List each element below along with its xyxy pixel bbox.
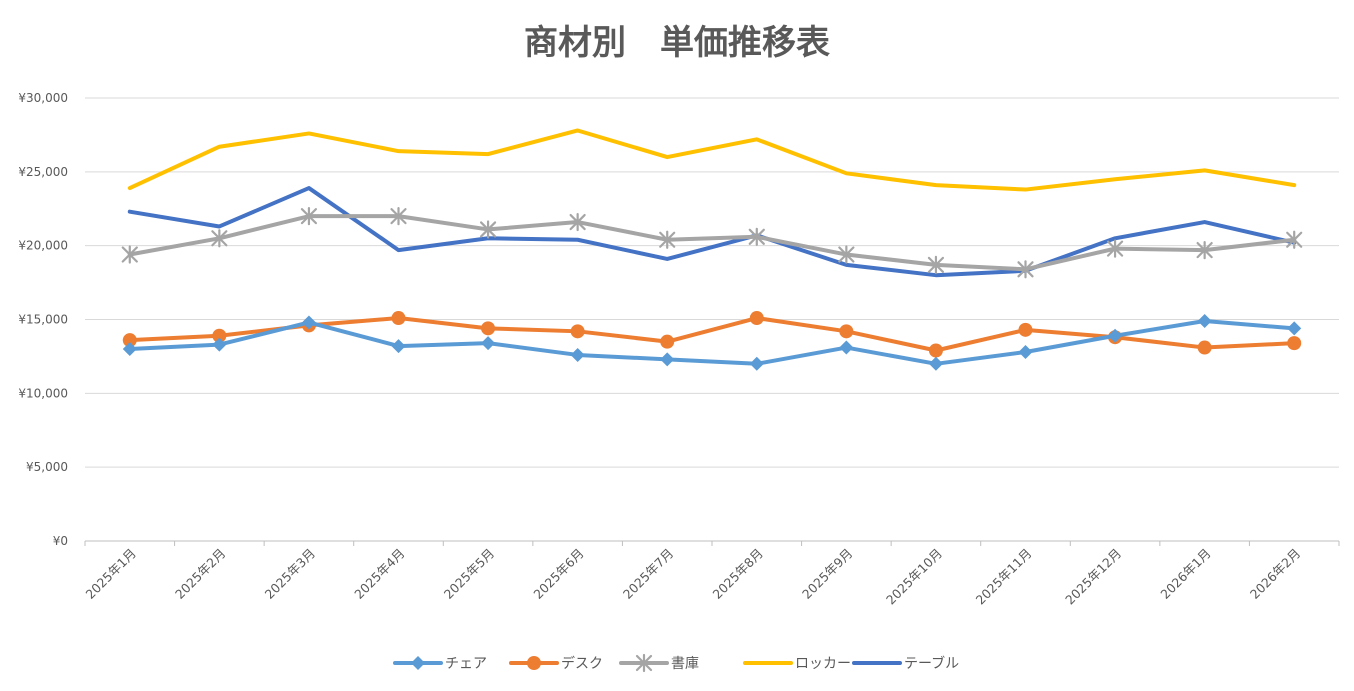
y-tick-label: ¥15,000 [18,313,68,327]
data-point [839,324,854,339]
y-tick-label: ¥30,000 [18,91,68,105]
data-point [1108,328,1123,343]
data-point [927,255,945,274]
data-point [301,315,316,330]
data-point [479,220,497,239]
data-point [1196,240,1213,260]
x-tick-label: 2025年3月 [262,546,318,602]
y-tick-label: ¥0 [53,534,68,548]
series-line [127,186,1297,278]
x-tick-label: 2025年5月 [441,546,497,602]
legend-marker [527,656,541,670]
legend-label: チェア [445,656,487,672]
data-point [121,245,138,264]
data-point [211,229,228,248]
x-tick-label: 2025年9月 [799,546,855,602]
legend-label: ロッカー [795,656,851,672]
x-tick-label: 2025年1月 [83,546,139,602]
series-テーブル [127,186,1297,278]
x-axis: 2025年1月 2025年2月 2025年3月 2025年4月 2025年5月 2025年… [83,541,1340,608]
legend-marker [635,653,653,673]
data-point [300,207,318,226]
legend-item: デスク [509,655,603,672]
data-point [1286,230,1303,249]
data-point [481,336,496,351]
data-point [660,352,675,367]
series-line [127,214,1297,272]
data-point [660,334,675,349]
data-point [1287,321,1302,336]
x-tick-label: 2026年2月 [1247,546,1303,602]
y-tick-label: ¥10,000 [18,386,68,400]
data-point [659,230,676,249]
x-tick-label: 2025年7月 [620,546,676,602]
y-axis-tick-labels: ¥0 ¥5,000 ¥10,000 ¥15,000 ¥20,000 ¥25,000 ¥30,… [18,91,68,548]
data-point [1018,322,1033,337]
legend-item: チェア [393,656,487,672]
x-tick-label: 2025年4月 [351,546,407,602]
data-point [1017,260,1034,279]
data-point [212,328,227,343]
legend-item: ロッカー [743,656,851,672]
x-tick-label: 2025年8月 [710,546,766,602]
y-tick-label: ¥5,000 [26,460,68,474]
data-point [1197,313,1212,328]
data-point [569,212,586,232]
x-tick-label: 2025年12月 [1062,546,1124,608]
data-point [748,227,765,246]
gridlines [85,97,1339,542]
data-point [1287,336,1302,351]
legend: チェア デスク 書庫 ロッカー テーブル [393,653,959,673]
series-group [121,128,1303,371]
data-point [481,321,496,336]
data-point [749,356,764,371]
data-point [838,245,855,264]
x-tick-label: 2025年6月 [530,546,586,602]
series-line [127,318,1297,366]
data-point [122,342,137,357]
data-point [570,347,585,362]
series-チェア [122,313,1302,371]
y-tick-label: ¥20,000 [18,239,68,253]
data-point [212,337,227,352]
data-point [390,207,407,226]
x-tick-label: 2026年1月 [1157,546,1213,602]
series-line [127,316,1297,353]
x-tick-label: 2025年10月 [883,546,945,608]
legend-marker [411,656,425,670]
x-tick-label: 2025年2月 [172,546,228,602]
data-point [122,333,137,348]
legend-label: 書庫 [671,655,699,672]
data-point [928,343,943,358]
data-point [391,311,406,326]
legend-label: デスク [561,655,603,672]
data-point [928,356,943,371]
data-point [1197,340,1212,355]
chart-title: 商材別 単価推移表 [524,23,830,63]
legend-item: 書庫 [619,653,699,673]
data-point [1018,344,1033,359]
data-point [570,324,585,339]
legend-item: テーブル [852,655,959,672]
data-point [391,339,406,354]
data-point [749,311,764,326]
legend-label: テーブル [904,655,959,672]
y-tick-label: ¥25,000 [18,165,68,179]
series-書庫 [121,207,1303,279]
data-point [1106,239,1124,258]
x-tick-label: 2025年11月 [973,546,1035,608]
series-ロッカー [127,128,1297,192]
series-line [127,128,1297,192]
data-point [839,340,854,355]
